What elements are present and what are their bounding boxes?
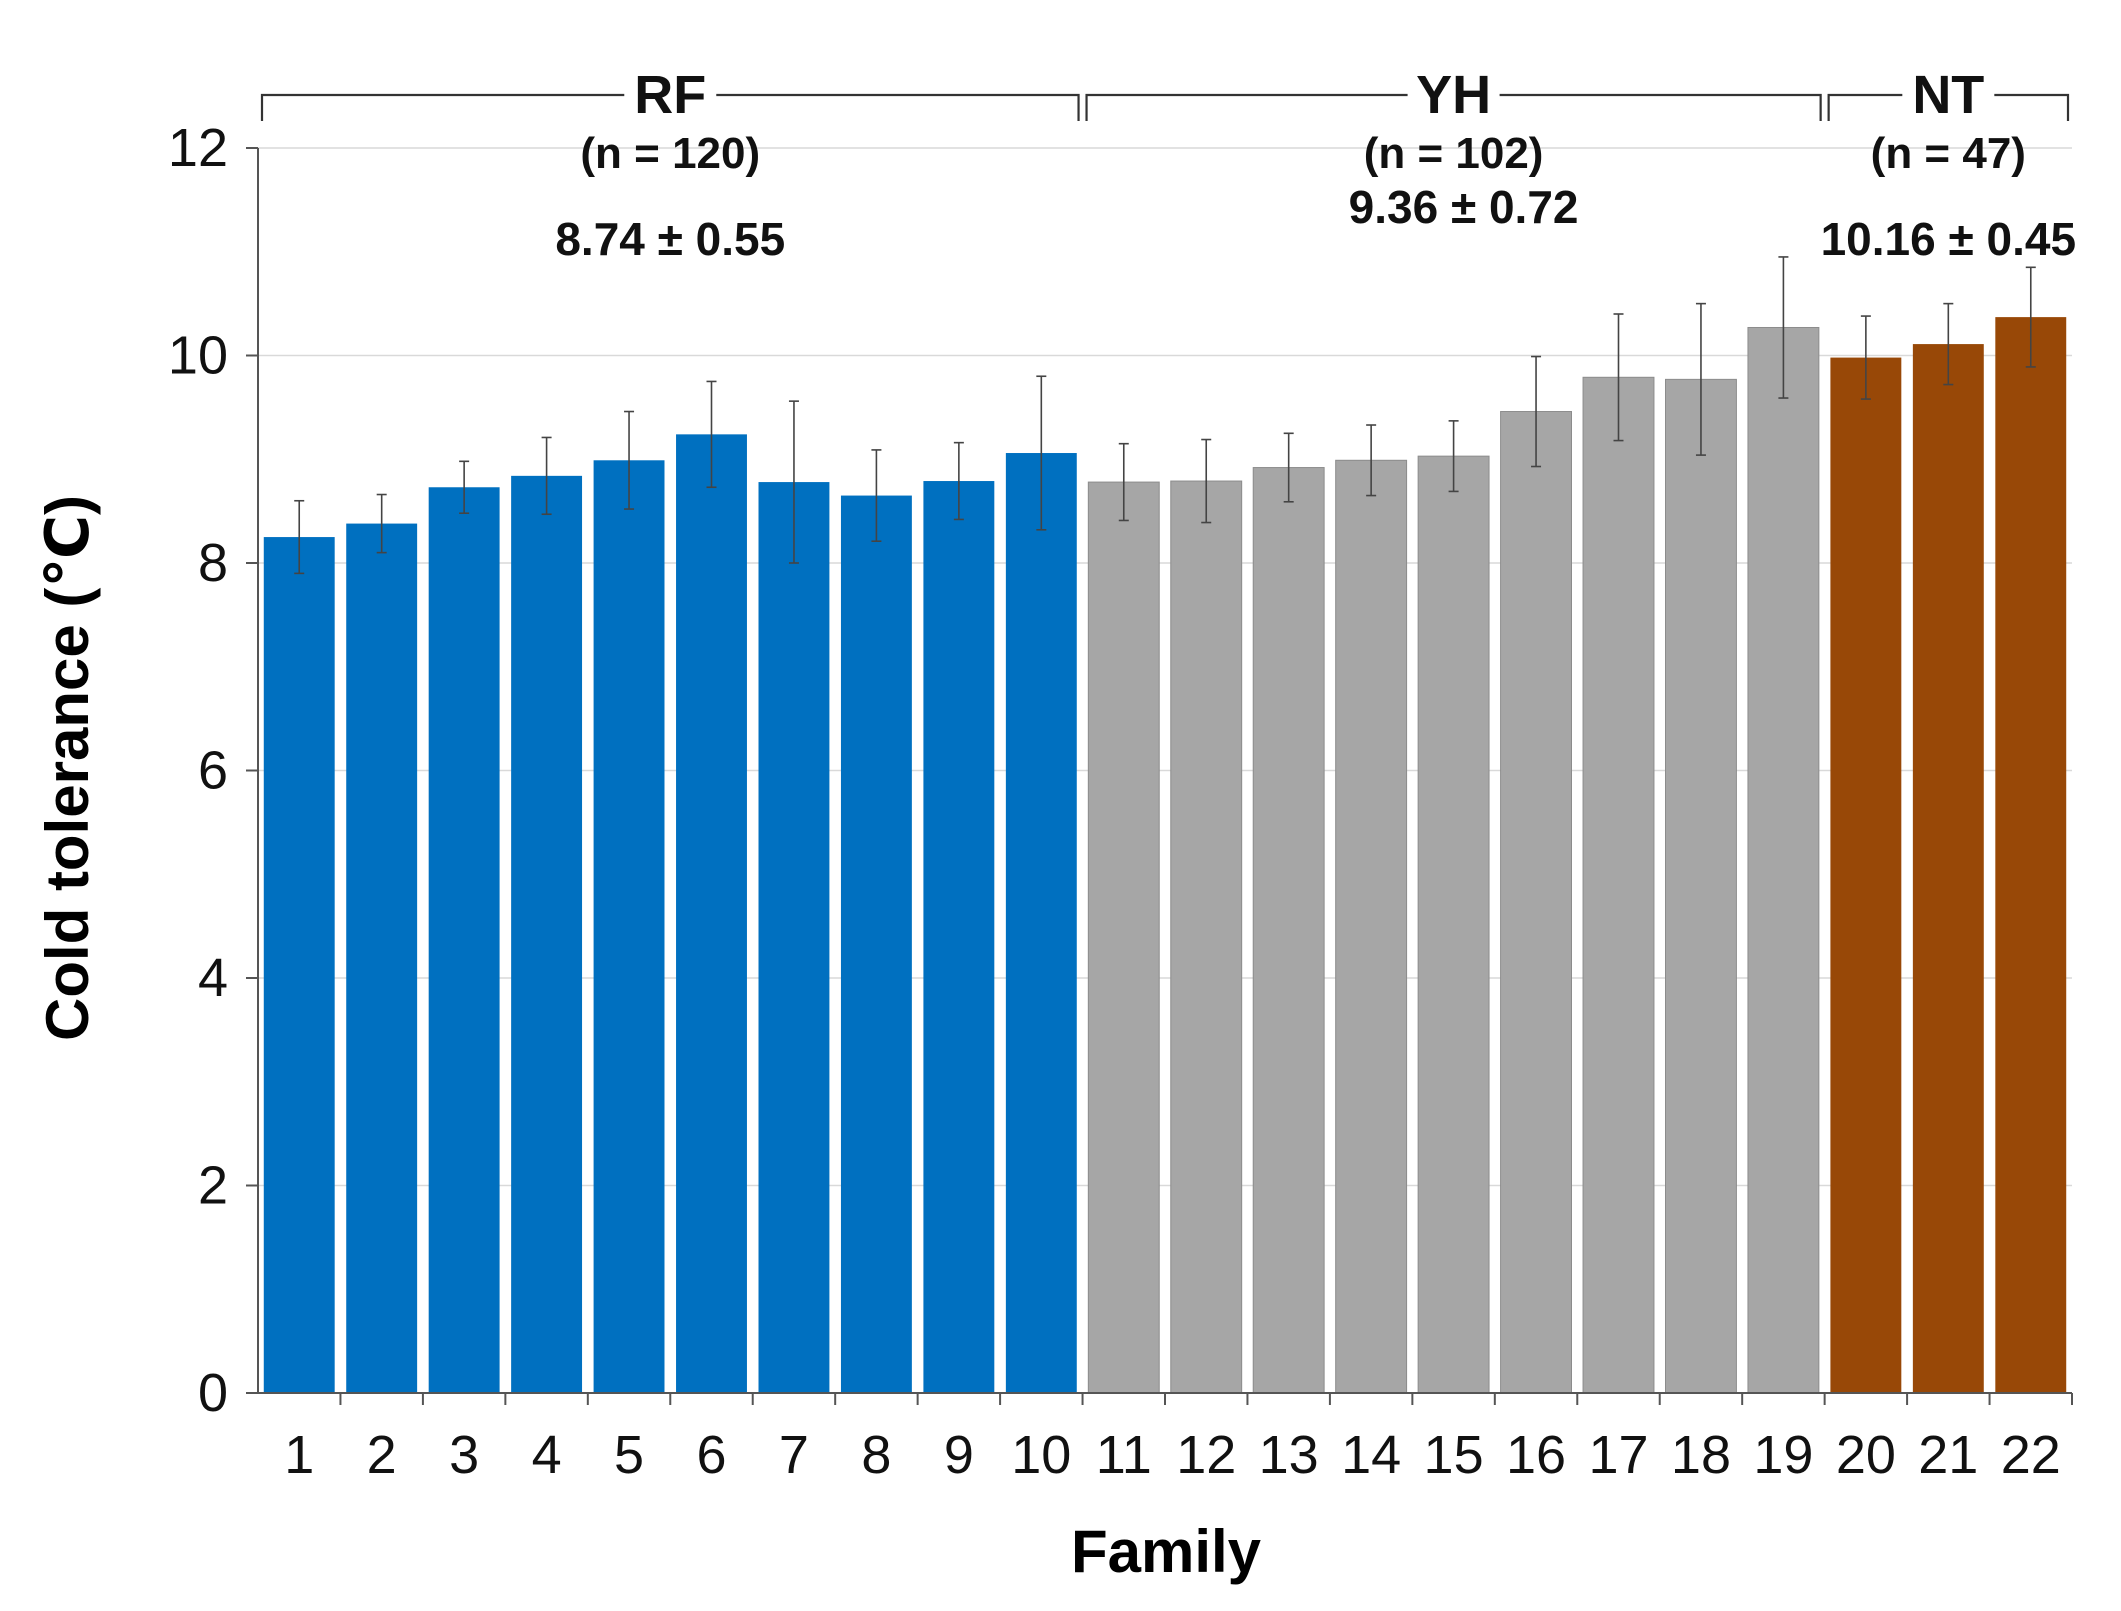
x-tick-label-8: 8 (861, 1425, 891, 1485)
x-tick-label-11: 11 (1096, 1425, 1152, 1485)
bar-family-16 (1501, 412, 1572, 1393)
x-tick-label-9: 9 (944, 1425, 974, 1485)
x-tick-label-1: 1 (284, 1425, 314, 1485)
y-tick-label-4: 4 (198, 948, 228, 1008)
bar-family-13 (1253, 468, 1324, 1393)
x-tick-label-21: 21 (1918, 1425, 1978, 1485)
bar-family-18 (1665, 379, 1736, 1393)
group-name-NT: NT (1912, 65, 1984, 125)
bar-family-21 (1913, 344, 1984, 1393)
x-tick-label-13: 13 (1259, 1425, 1319, 1485)
group-mean-RF: 8.74 ± 0.55 (555, 213, 785, 265)
x-tick-label-17: 17 (1588, 1425, 1648, 1485)
x-tick-label-12: 12 (1176, 1425, 1236, 1485)
bracket-right-RF (716, 95, 1078, 121)
y-tick-label-10: 10 (168, 326, 228, 386)
bar-family-3 (429, 487, 500, 1393)
group-n-NT: (n = 47) (1871, 129, 2026, 178)
bar-family-17 (1583, 377, 1654, 1393)
bracket-left-RF (262, 95, 624, 121)
bar-family-12 (1171, 481, 1242, 1393)
y-tick-label-12: 12 (168, 118, 228, 178)
x-tick-label-3: 3 (449, 1425, 479, 1485)
bracket-right-YH (1500, 95, 1821, 121)
group-mean-YH: 9.36 ± 0.72 (1349, 181, 1579, 233)
bracket-left-YH (1087, 95, 1408, 121)
x-tick-label-16: 16 (1506, 1425, 1566, 1485)
bar-family-20 (1830, 358, 1901, 1393)
group-name-RF: RF (634, 65, 706, 125)
group-name-YH: YH (1416, 65, 1491, 125)
x-tick-label-6: 6 (696, 1425, 726, 1485)
group-mean-NT: 10.16 ± 0.45 (1821, 213, 2076, 265)
x-tick-label-22: 22 (2001, 1425, 2061, 1485)
y-tick-label-0: 0 (198, 1363, 228, 1423)
y-tick-label-2: 2 (198, 1156, 228, 1216)
bar-family-9 (923, 481, 994, 1393)
bar-family-22 (1995, 317, 2066, 1393)
chart-root: 0 2 4 6 8 10 12 1 2 3 4 5 6 7 8 9 10 11 12 13 14 15 16 17 18 19 20… (0, 0, 2121, 1611)
y-axis-title: Cold tolerance (℃) (34, 495, 101, 1041)
bar-family-8 (841, 496, 912, 1393)
bracket-right-NT (1994, 95, 2068, 121)
bar-family-5 (594, 460, 665, 1393)
cold-tolerance-bar-chart: 0246810121 2 3 4 5 6 7 8 9 10 11 12 13 14 15 16 17 18 19 20… (0, 0, 2121, 1611)
x-tick-label-7: 7 (779, 1425, 809, 1485)
bar-family-11 (1088, 482, 1159, 1393)
x-tick-label-10: 10 (1011, 1425, 1071, 1485)
x-tick-label-2: 2 (367, 1425, 397, 1485)
x-tick-label-14: 14 (1341, 1425, 1401, 1485)
x-tick-label-20: 20 (1836, 1425, 1896, 1485)
bar-family-1 (264, 537, 335, 1393)
bar-family-19 (1748, 327, 1819, 1393)
x-tick-label-4: 4 (532, 1425, 562, 1485)
x-tick-label-18: 18 (1671, 1425, 1731, 1485)
bar-family-14 (1336, 460, 1407, 1393)
group-brackets-layer: RF(n = 120) 8.74 ± 0.55 YH(n = 102)9.36 ± … (262, 65, 2076, 265)
y-tick-label-6: 6 (198, 741, 228, 801)
group-n-YH: (n = 102) (1364, 129, 1544, 178)
bar-family-2 (346, 524, 417, 1393)
bar-family-6 (676, 434, 747, 1393)
group-n-RF: (n = 120) (580, 129, 760, 178)
bar-family-7 (758, 482, 829, 1393)
bars-layer (264, 317, 2066, 1393)
bar-family-15 (1418, 456, 1489, 1393)
x-tick-label-15: 15 (1424, 1425, 1484, 1485)
bracket-left-NT (1829, 95, 1903, 121)
bar-family-10 (1006, 453, 1077, 1393)
x-axis-title: Family (1071, 1518, 1262, 1585)
y-tick-label-8: 8 (198, 533, 228, 593)
bar-family-4 (511, 476, 582, 1393)
x-tick-label-5: 5 (614, 1425, 644, 1485)
x-tick-label-19: 19 (1753, 1425, 1813, 1485)
